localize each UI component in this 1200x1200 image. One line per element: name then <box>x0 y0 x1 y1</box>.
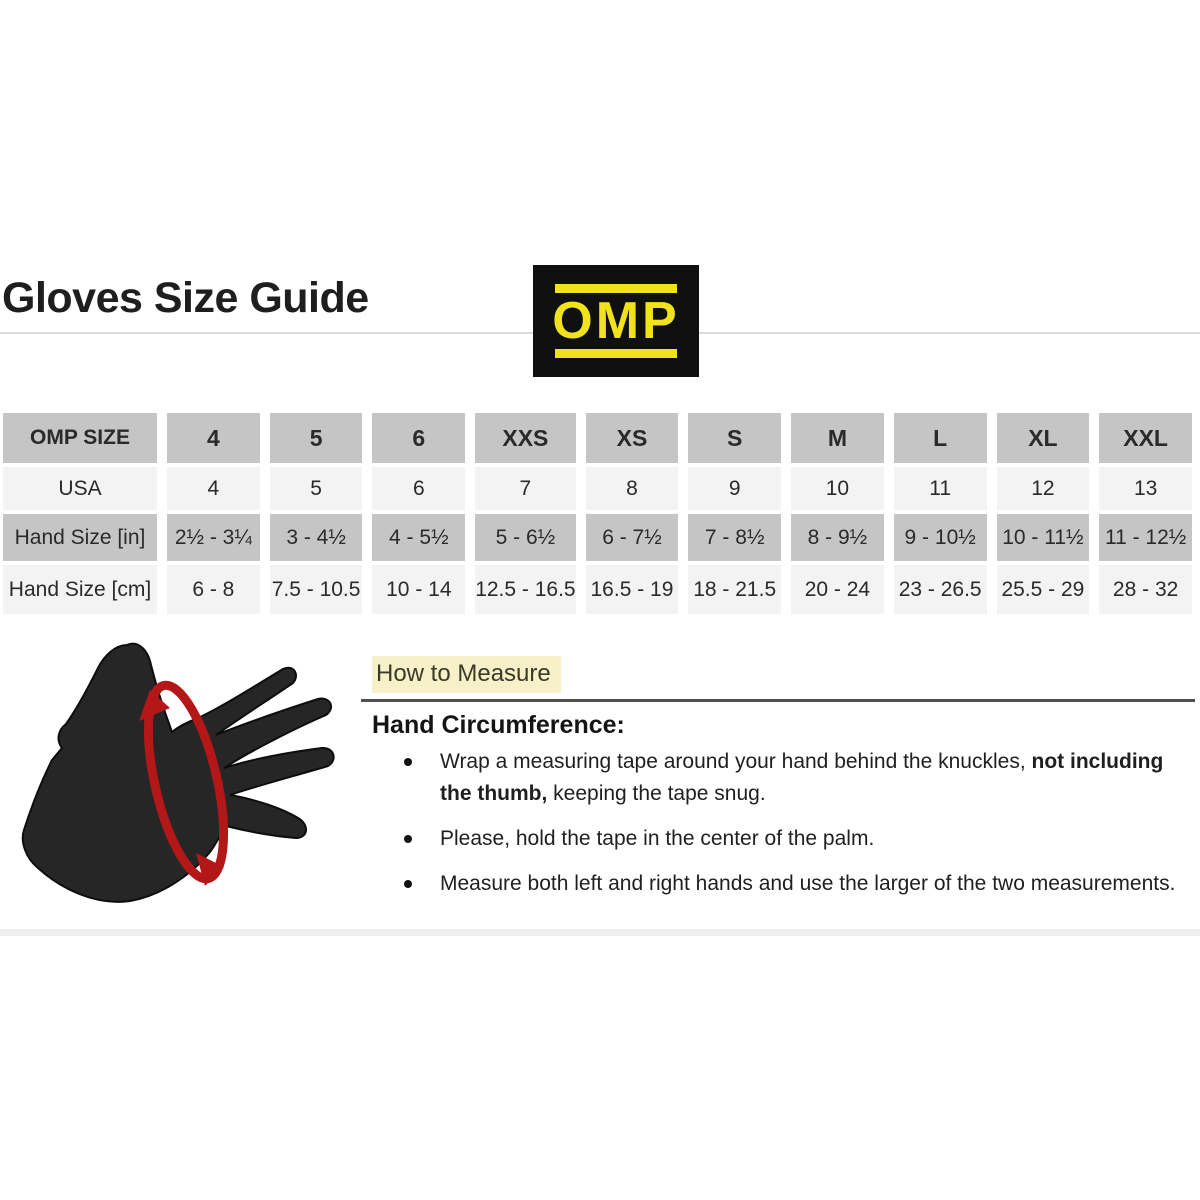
table-cell: 12.5 - 16.5 <box>475 565 576 614</box>
bullet-text: Wrap a measuring tape around your hand b… <box>440 750 1164 805</box>
instruction-bullet: Please, hold the tape in the center of t… <box>400 823 1198 855</box>
table-cell: 2½ - 3¼ <box>167 514 260 561</box>
table-cell: 23 - 26.5 <box>893 565 987 614</box>
table-cell: 7 <box>475 467 576 510</box>
table-cell: 11 <box>893 467 987 510</box>
instruction-bullet: Wrap a measuring tape around your hand b… <box>400 746 1198 810</box>
table-row-label: Hand Size [cm] <box>3 565 157 614</box>
logo-bottom-bar-icon <box>555 349 677 358</box>
table-cell: 16.5 - 19 <box>585 565 679 614</box>
table-header-cell: XXL <box>1099 413 1192 463</box>
table-header-cell: 6 <box>372 413 466 463</box>
table-cell: 12 <box>996 467 1090 510</box>
table-header-cell: M <box>791 413 884 463</box>
bottom-divider <box>0 929 1200 936</box>
table-header-cell: S <box>688 413 782 463</box>
bullet-text: Measure both left and right hands and us… <box>440 872 1176 895</box>
table-cell: 3 - 4½ <box>269 514 363 561</box>
size-table: OMP SIZE 4 5 6 XXS XS S M L XL XXL USA 4 5 6 7 8 9 10 11 12 1… <box>3 413 1192 614</box>
table-cell: 8 <box>585 467 679 510</box>
table-cell: 11 - 12½ <box>1099 514 1192 561</box>
table-cell: 10 - 14 <box>372 565 466 614</box>
tape-arrowhead-top <box>139 690 170 721</box>
table-cell: 7.5 - 10.5 <box>269 565 363 614</box>
bullet-dot-icon <box>400 746 440 810</box>
bullet-dot-icon <box>400 868 440 900</box>
how-to-measure-label: How to Measure <box>372 656 561 693</box>
page-title: Gloves Size Guide <box>2 274 369 322</box>
table-cell: 10 <box>791 467 884 510</box>
hand-circumference-heading: Hand Circumference: <box>372 711 625 739</box>
section-divider <box>361 699 1195 702</box>
measure-instructions-list: Wrap a measuring tape around your hand b… <box>400 746 1198 913</box>
table-cell: 9 <box>688 467 782 510</box>
how-to-measure-heading: How to Measure <box>372 656 561 693</box>
table-cell: 20 - 24 <box>791 565 884 614</box>
table-cell: 4 - 5½ <box>372 514 466 561</box>
table-cell: 6 - 8 <box>167 565 260 614</box>
hand-measure-icon <box>21 642 335 903</box>
table-cell: 8 - 9½ <box>791 514 884 561</box>
table-cell: 13 <box>1099 467 1192 510</box>
table-cell: 25.5 - 29 <box>996 565 1090 614</box>
omp-logo: OMP <box>533 265 699 377</box>
bullet-text: Please, hold the tape in the center of t… <box>440 827 875 850</box>
table-header-cell: 4 <box>167 413 260 463</box>
instruction-bullet: Measure both left and right hands and us… <box>400 868 1198 900</box>
hand-silhouette <box>21 642 335 903</box>
table-header-cell: XL <box>996 413 1090 463</box>
table-cell: 28 - 32 <box>1099 565 1192 614</box>
table-cell: 5 - 6½ <box>475 514 576 561</box>
logo-text: OMP <box>552 292 680 350</box>
table-cell: 6 - 7½ <box>585 514 679 561</box>
table-cell: 5 <box>269 467 363 510</box>
table-cell: 7 - 8½ <box>688 514 782 561</box>
table-cell: 18 - 21.5 <box>688 565 782 614</box>
table-cell: 9 - 10½ <box>893 514 987 561</box>
table-header-cell: 5 <box>269 413 363 463</box>
table-header-label: OMP SIZE <box>3 413 157 463</box>
bullet-dot-icon <box>400 823 440 855</box>
table-header-cell: XXS <box>475 413 576 463</box>
logo-top-bar-icon <box>555 284 677 293</box>
table-cell: 10 - 11½ <box>996 514 1090 561</box>
table-header-cell: XS <box>585 413 679 463</box>
table-cell: 4 <box>167 467 260 510</box>
table-row-label: Hand Size [in] <box>3 514 157 561</box>
table-row-label: USA <box>3 467 157 510</box>
table-cell: 6 <box>372 467 466 510</box>
table-header-cell: L <box>893 413 987 463</box>
tape-arrowhead-bottom <box>196 853 224 886</box>
